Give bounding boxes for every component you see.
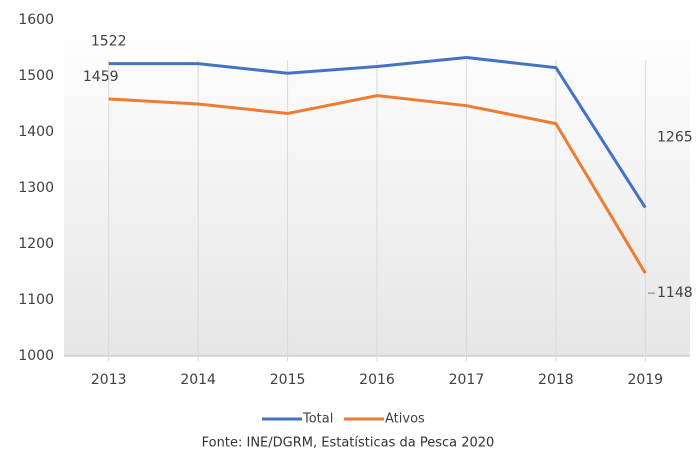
x-tick-label: 2018 [538, 372, 574, 388]
y-tick-label: 1000 [18, 348, 54, 364]
y-tick-label: 1100 [18, 292, 54, 308]
x-tick-label: 2014 [180, 372, 216, 388]
y-tick-label: 1200 [18, 236, 54, 252]
y-tick-label: 1500 [18, 68, 54, 84]
y-tick-label: 1600 [18, 12, 54, 28]
line-total [108, 56, 647, 209]
data-label: 1148 [657, 285, 693, 301]
data-label: 1522 [91, 34, 127, 50]
data-label: 1459 [83, 69, 119, 85]
x-tick-label: 2013 [91, 372, 127, 388]
data-label: 1265 [657, 130, 693, 146]
line-ativos [108, 94, 647, 274]
y-tick-label: 1400 [18, 124, 54, 140]
x-tick-label: 2019 [627, 372, 663, 388]
source: Fonte: INE/DGRM, Estatísticas da Pesca 2… [202, 436, 495, 451]
y-tick-label: 1300 [18, 180, 54, 196]
legend-label: Total [302, 412, 333, 427]
x-tick-label: 2015 [270, 372, 306, 388]
x-tick-label: 2017 [449, 372, 485, 388]
legend-label: Ativos [385, 412, 425, 427]
x-tick-label: 2016 [359, 372, 395, 388]
